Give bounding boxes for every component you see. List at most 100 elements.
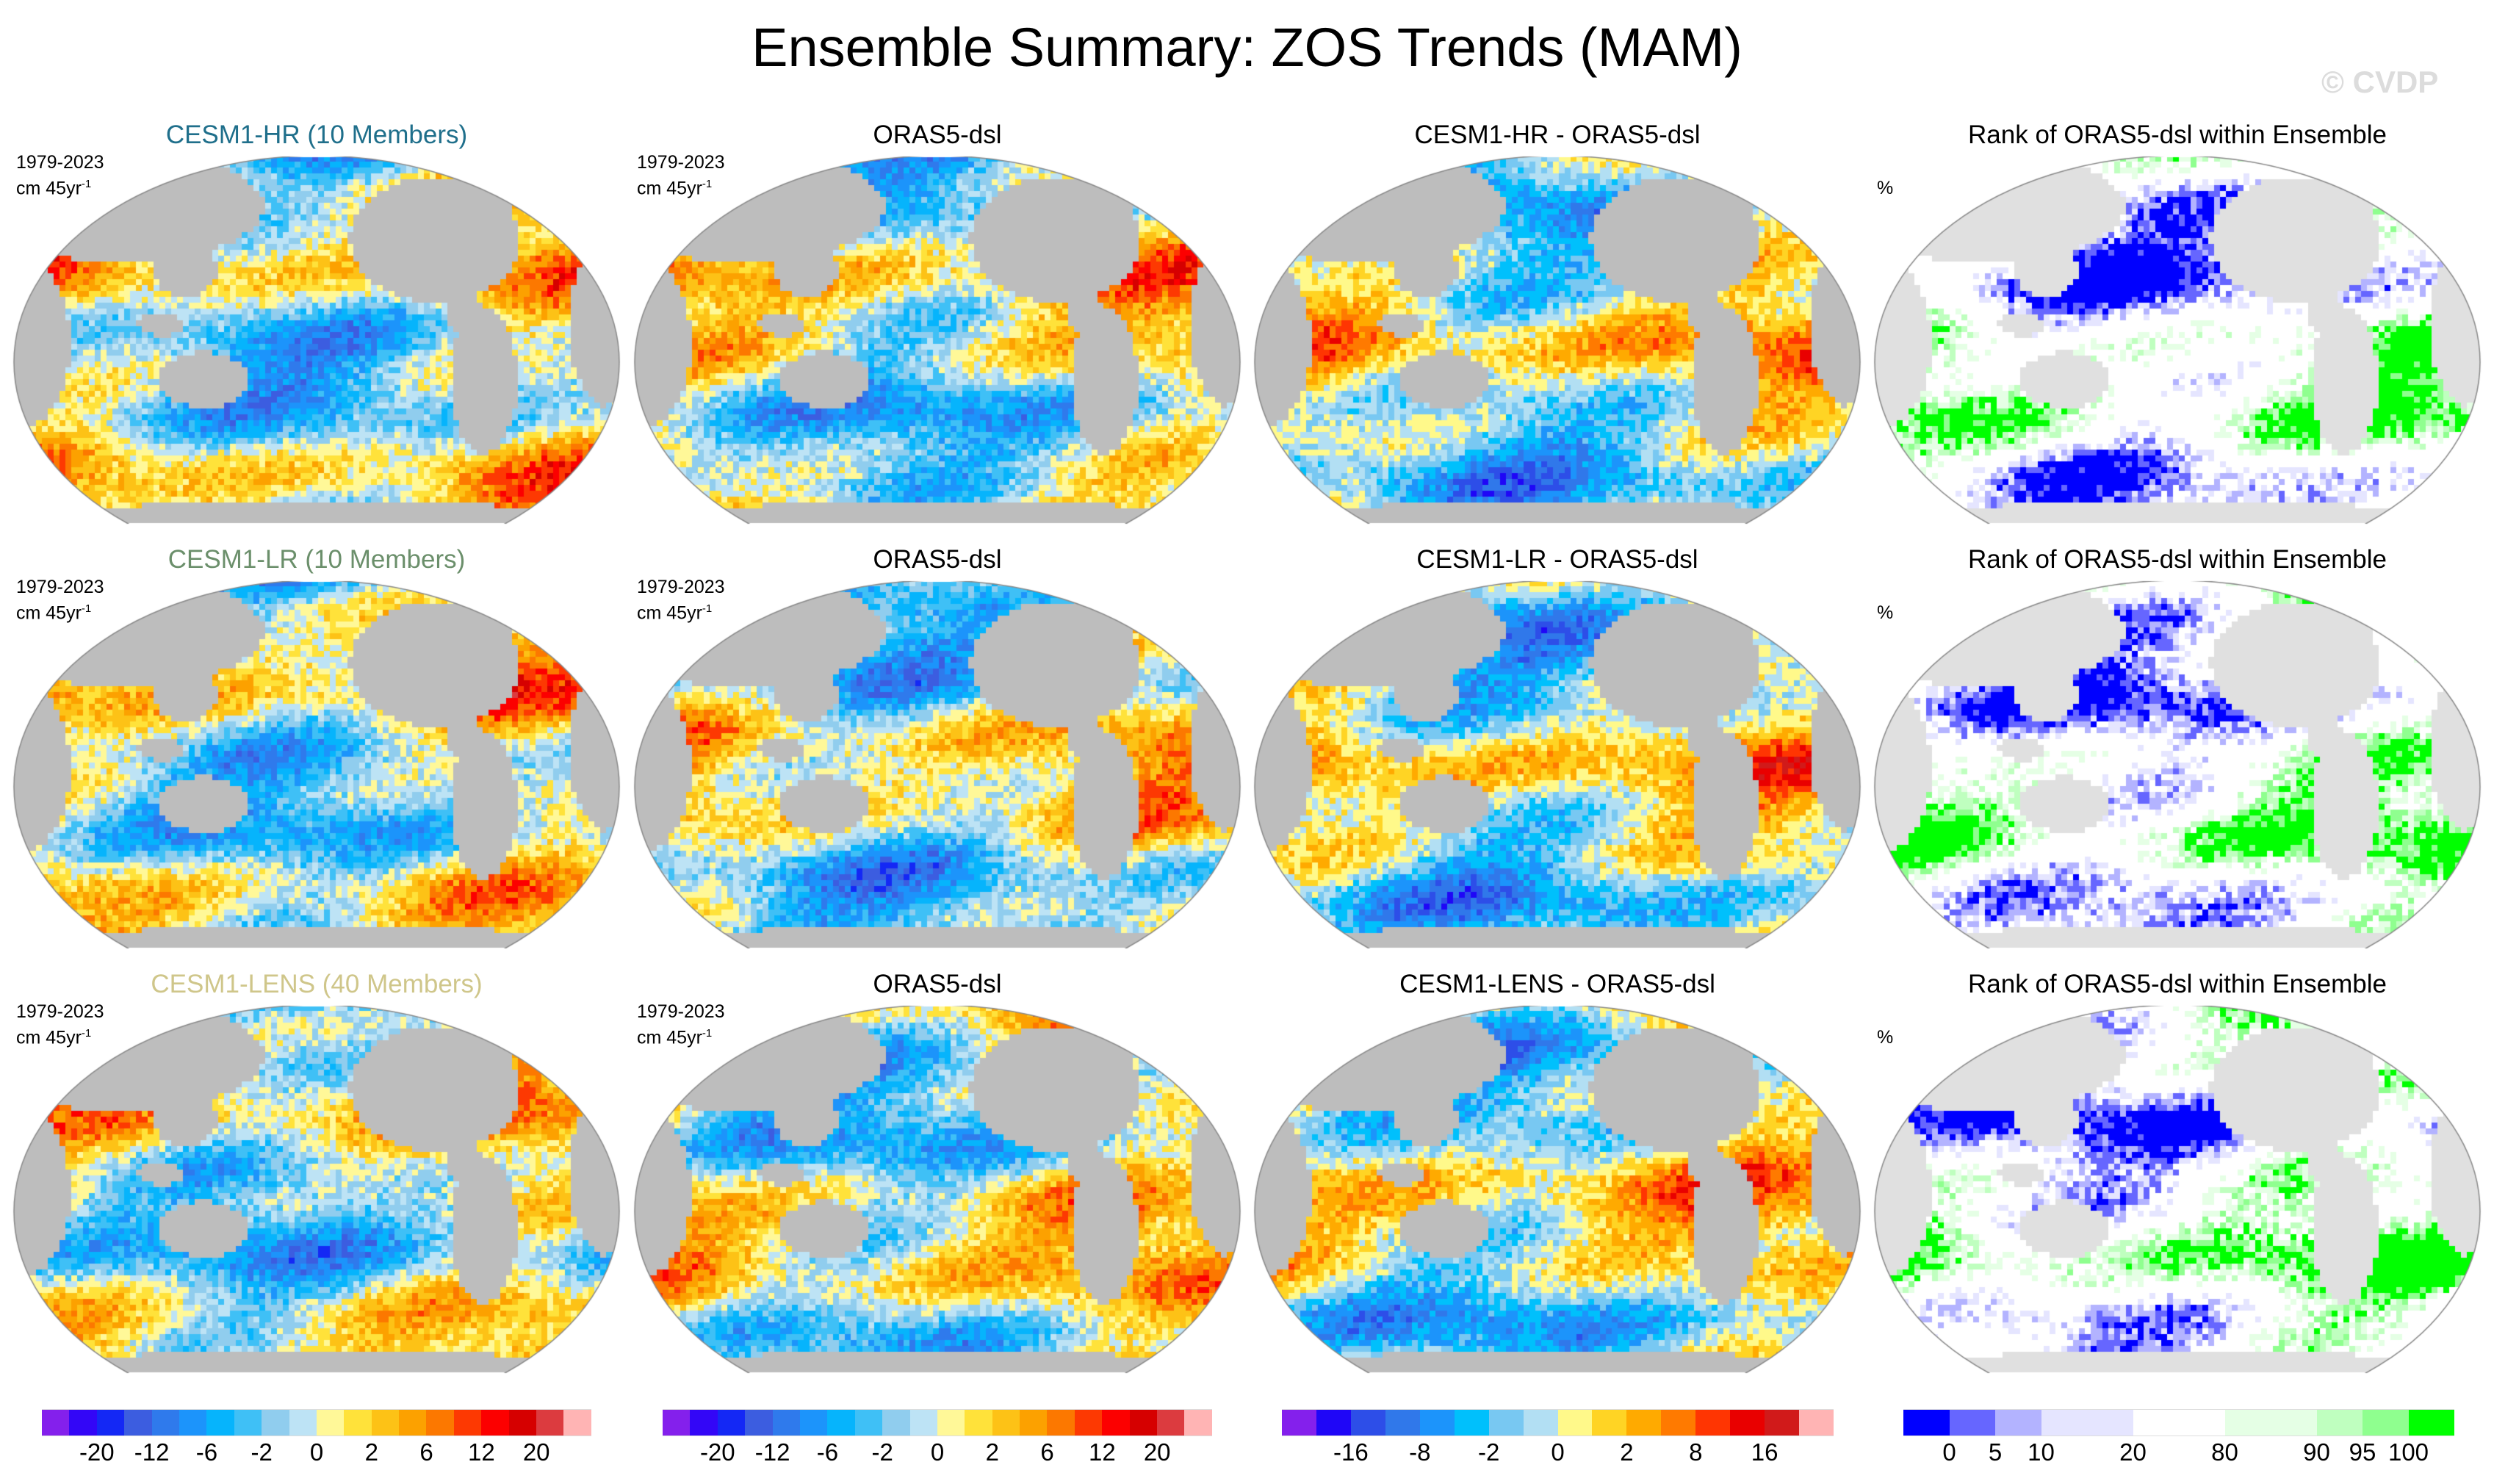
colorbar-box bbox=[690, 1410, 718, 1436]
colorbar-tick-label: 0 bbox=[1942, 1438, 1956, 1466]
panel-title: CESM1-HR (10 Members) bbox=[165, 120, 468, 149]
panel-title: ORAS5-dsl bbox=[873, 545, 1002, 574]
colorbar-box bbox=[124, 1410, 152, 1436]
trend-map bbox=[12, 1005, 621, 1374]
trend-map bbox=[633, 156, 1241, 525]
colorbar-box bbox=[344, 1410, 372, 1436]
rank-map bbox=[1873, 580, 2482, 949]
colorbar-tick-label: -2 bbox=[1477, 1438, 1500, 1466]
colorbar-tick-label: 12 bbox=[1089, 1438, 1116, 1466]
colorbar-box bbox=[206, 1410, 234, 1436]
colorbar-tick-label: -2 bbox=[871, 1438, 893, 1466]
colorbar-box bbox=[1661, 1410, 1696, 1436]
colorbar-tick-label: 5 bbox=[1988, 1438, 2003, 1466]
colorbar-box bbox=[745, 1410, 773, 1436]
colorbar-box bbox=[909, 1410, 937, 1436]
colorbar-box bbox=[992, 1410, 1020, 1436]
colorbar-box bbox=[262, 1410, 289, 1436]
colorbar-box bbox=[371, 1410, 400, 1436]
panel-title: CESM1-HR - ORAS5-dsl bbox=[1414, 120, 1701, 149]
colorbar-box bbox=[1074, 1410, 1103, 1436]
colorbar-tick-label: 12 bbox=[468, 1438, 495, 1466]
cvdp-watermark: © CVDP bbox=[2321, 65, 2439, 99]
colorbar-box bbox=[854, 1410, 883, 1436]
colorbar-box bbox=[481, 1410, 509, 1436]
colorbar-box bbox=[1282, 1410, 1316, 1436]
panel-title: ORAS5-dsl bbox=[873, 970, 1002, 998]
colorbar-box bbox=[69, 1410, 97, 1436]
colorbar-tick-label: 16 bbox=[1751, 1438, 1778, 1466]
colorbar-box bbox=[1316, 1410, 1351, 1436]
colorbar-tick-label: 10 bbox=[2028, 1438, 2055, 1466]
colorbar-box bbox=[827, 1410, 855, 1436]
colorbar-box bbox=[1129, 1410, 1158, 1436]
colorbar-tick-label: 2 bbox=[1620, 1438, 1634, 1466]
colorbar-box bbox=[508, 1410, 537, 1436]
diff-map bbox=[1253, 156, 1862, 525]
colorbar-tick-label: -20 bbox=[79, 1438, 115, 1466]
colorbar-box bbox=[1903, 1410, 1950, 1436]
rank-map bbox=[1873, 1005, 2482, 1374]
colorbar-tick-label: -12 bbox=[134, 1438, 170, 1466]
colorbar-box bbox=[1695, 1410, 1731, 1436]
colorbar-box bbox=[937, 1410, 965, 1436]
colorbar-box bbox=[1184, 1410, 1212, 1436]
colorbar-box bbox=[1419, 1410, 1455, 1436]
panel-title: CESM1-LENS - ORAS5-dsl bbox=[1399, 970, 1715, 998]
colorbar-tick-label: 2 bbox=[364, 1438, 378, 1466]
colorbar-box bbox=[1592, 1410, 1627, 1436]
colorbar-tick-label: 0 bbox=[930, 1438, 945, 1466]
colorbar-box bbox=[1949, 1410, 1995, 1436]
colorbar-box bbox=[42, 1410, 70, 1436]
colorbar-box bbox=[1385, 1410, 1420, 1436]
colorbar-box bbox=[1020, 1410, 1048, 1436]
colorbar-box bbox=[536, 1410, 564, 1436]
panel-title: ORAS5-dsl bbox=[873, 120, 1002, 149]
colorbar-box bbox=[1454, 1410, 1489, 1436]
colorbar-box bbox=[882, 1410, 910, 1436]
colorbar-box bbox=[2224, 1410, 2317, 1436]
colorbar-box bbox=[1102, 1410, 1130, 1436]
colorbar-box bbox=[1765, 1410, 1800, 1436]
diff-map bbox=[1253, 1005, 1862, 1374]
colorbar-box bbox=[772, 1410, 800, 1436]
colorbar bbox=[1282, 1409, 1834, 1436]
figure-title: Ensemble Summary: ZOS Trends (MAM) bbox=[752, 17, 1742, 78]
colorbar-tick-label: 2 bbox=[985, 1438, 999, 1466]
colorbar-tick-label: -12 bbox=[754, 1438, 790, 1466]
colorbar-box bbox=[96, 1410, 125, 1436]
colorbar bbox=[42, 1409, 591, 1436]
colorbar-box bbox=[1557, 1410, 1593, 1436]
trend-map bbox=[633, 580, 1241, 949]
colorbar-box bbox=[179, 1410, 207, 1436]
colorbar-tick-label: 0 bbox=[309, 1438, 324, 1466]
panel-title: CESM1-LR - ORAS5-dsl bbox=[1416, 545, 1698, 574]
colorbar-tick-label: -20 bbox=[699, 1438, 735, 1466]
colorbar-box bbox=[663, 1410, 691, 1436]
colorbar-box bbox=[1488, 1410, 1524, 1436]
colorbar-box bbox=[965, 1410, 992, 1436]
diff-map bbox=[1253, 580, 1862, 949]
colorbar-tick-label: -6 bbox=[816, 1438, 839, 1466]
colorbar-tick-label: 80 bbox=[2211, 1438, 2238, 1466]
colorbar-tick-label: 8 bbox=[1689, 1438, 1703, 1466]
colorbar-box bbox=[2316, 1410, 2363, 1436]
colorbar-box bbox=[2408, 1410, 2454, 1436]
colorbar-box bbox=[1626, 1410, 1662, 1436]
colorbar-box bbox=[2133, 1410, 2225, 1436]
colorbar-box bbox=[1799, 1410, 1834, 1436]
colorbar-tick-label: 20 bbox=[2119, 1438, 2147, 1466]
rank-map bbox=[1873, 156, 2482, 525]
colorbar-box bbox=[151, 1410, 179, 1436]
colorbar-tick-label: 6 bbox=[419, 1438, 433, 1466]
trend-map bbox=[12, 580, 621, 949]
colorbar-tick-label: -6 bbox=[195, 1438, 218, 1466]
colorbar-box bbox=[563, 1410, 591, 1436]
colorbar-tick-label: 20 bbox=[522, 1438, 550, 1466]
colorbar-tick-label: 90 bbox=[2303, 1438, 2330, 1466]
colorbar-box bbox=[2041, 1410, 2133, 1436]
colorbar-box bbox=[799, 1410, 828, 1436]
colorbar-tick-label: 95 bbox=[2349, 1438, 2376, 1466]
colorbar-box bbox=[234, 1410, 262, 1436]
trend-map bbox=[12, 156, 621, 525]
